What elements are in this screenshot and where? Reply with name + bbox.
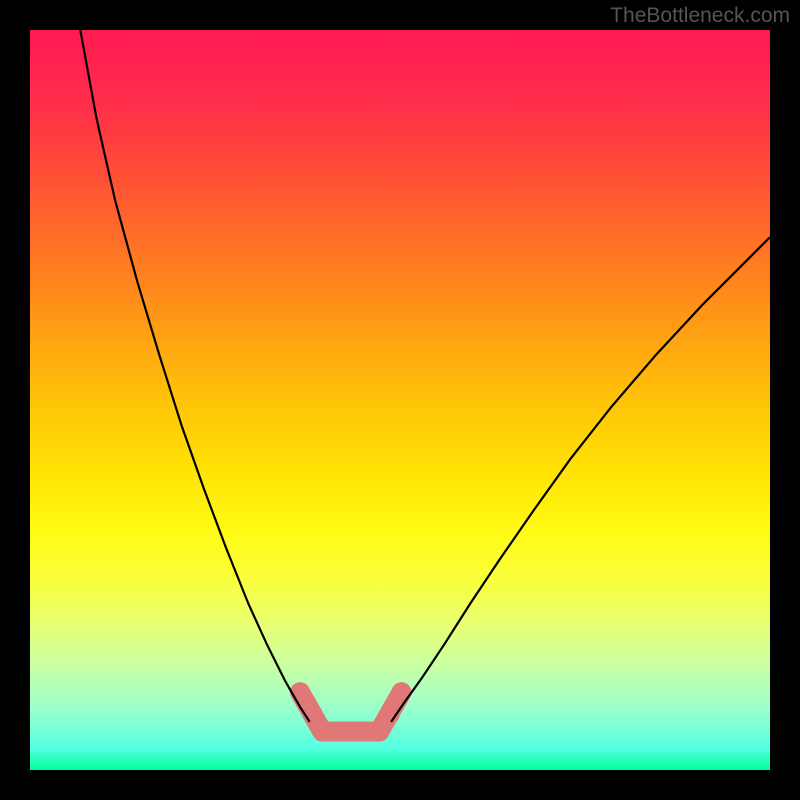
chart-curves <box>30 30 770 770</box>
chart-plot-area <box>30 30 770 770</box>
right-curve <box>391 237 770 722</box>
bottleneck-marker <box>290 682 411 741</box>
watermark-text: TheBottleneck.com <box>610 4 790 28</box>
left-curve <box>80 30 309 722</box>
